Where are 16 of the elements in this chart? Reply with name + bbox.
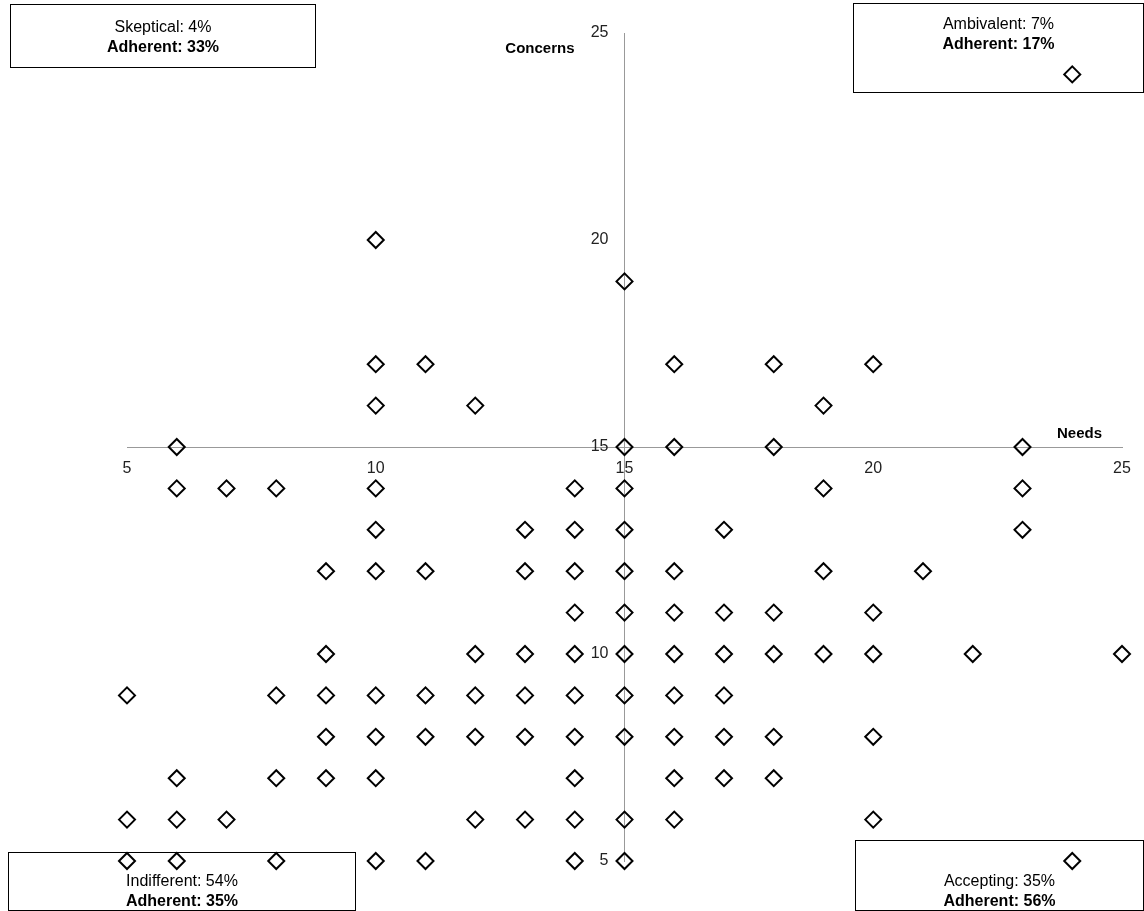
x-tick-label: 5 — [122, 459, 132, 477]
text: Accepting: 35% Adherent: 56% — [942, 871, 1057, 911]
annotation: Skeptical: 4% Adherent: 33% — [106, 17, 220, 57]
text: Indifferent: 54% Adherent: 35% — [125, 871, 239, 911]
y-tick-label: 5 — [599, 851, 609, 869]
x-tick-label: 15 — [615, 459, 634, 477]
y-tick-label: 15 — [590, 437, 609, 455]
x-tick-label: 10 — [366, 459, 385, 477]
x-tick-label: 20 — [864, 459, 883, 477]
y-tick-label: 20 — [590, 230, 609, 248]
x-axis-title: Needs — [1056, 423, 1102, 441]
y-axis-title: Concerns — [505, 39, 575, 57]
y-tick-label: 10 — [590, 644, 609, 662]
annotation: Ambivalent: 7% Adherent: 17% — [941, 14, 1056, 54]
y-tick-label: 25 — [590, 23, 609, 41]
x-tick-label: 25 — [1113, 459, 1131, 477]
